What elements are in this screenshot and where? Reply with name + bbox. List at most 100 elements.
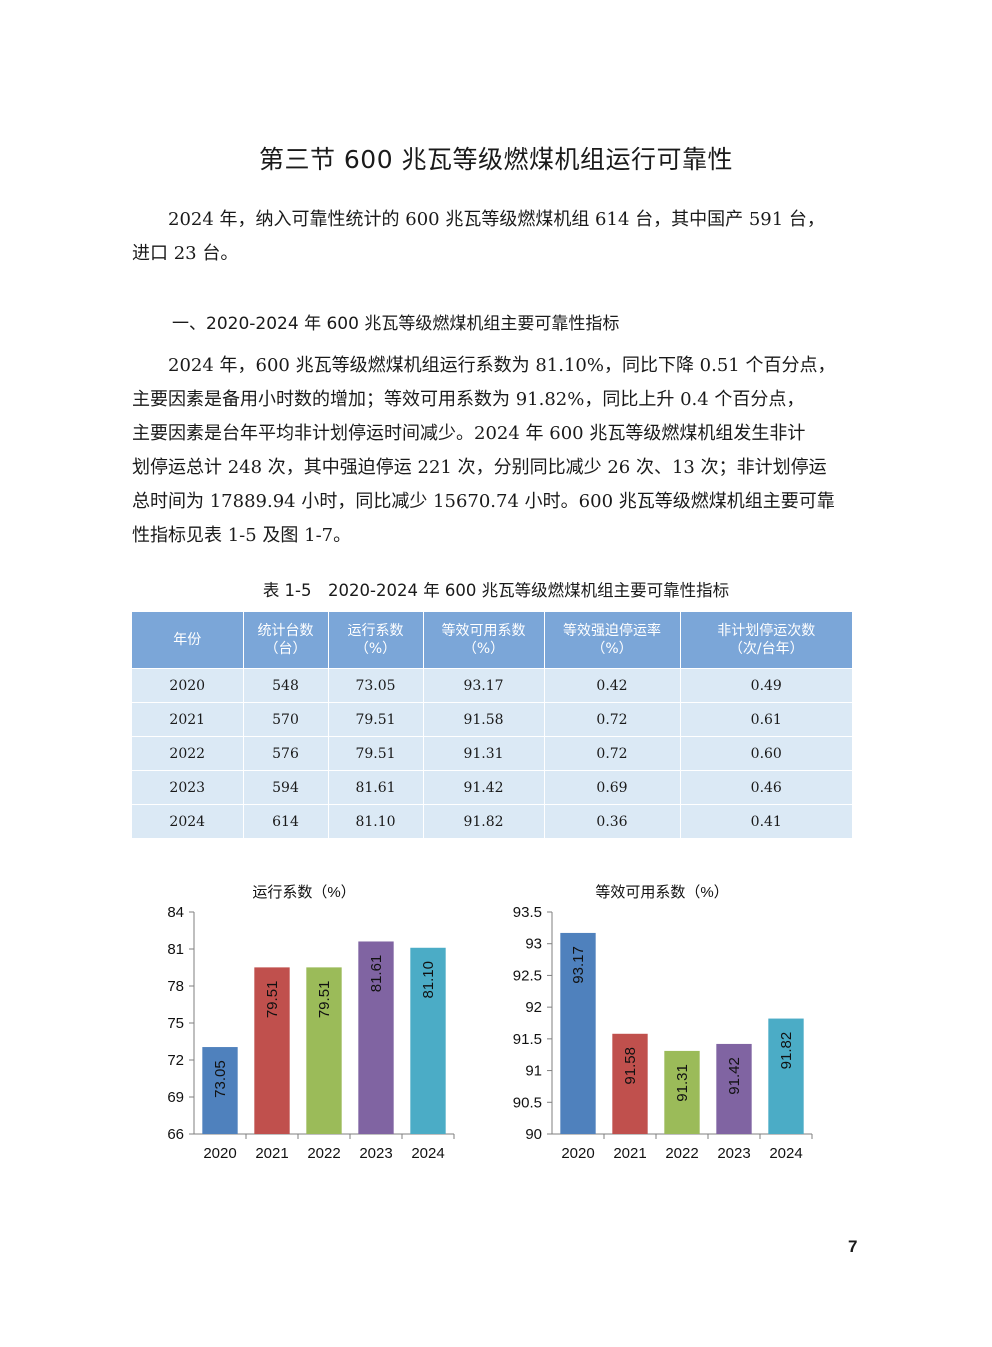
table-cell: 91.82 — [423, 804, 545, 838]
page-title: 第三节 600 兆瓦等级燃煤机组运行可靠性 — [258, 145, 734, 174]
equivalent-availability-chart: 等效可用系数（%） 93.5 93 92.5 92 91.5 91 90.5 90 93.17 20… — [490, 872, 830, 1172]
bar — [768, 1018, 804, 1134]
intro-line: 2024 年，纳入可靠性统计的 600 兆瓦等级燃煤机组 614 台，其中国产 … — [168, 209, 825, 230]
page-number: 7 — [848, 1237, 858, 1256]
table-cell: 0.49 — [680, 668, 852, 703]
data-label: 73.05 — [212, 1060, 229, 1098]
table-cell: 2023 — [132, 770, 244, 805]
table-cell: 0.46 — [680, 770, 852, 805]
y-tick-label: 93 — [525, 936, 542, 953]
x-tick-label: 2024 — [411, 1145, 444, 1162]
y-tick-label: 72 — [167, 1052, 184, 1069]
table-cell: 79.51 — [328, 736, 424, 771]
table-cell: 91.42 — [423, 770, 545, 805]
y-tick-label: 91.5 — [513, 1031, 542, 1048]
operating-factor-chart-svg: 运行系数（%） 84 81 78 75 72 69 66 73.05 2020 79.51 2021 7… — [167, 884, 455, 1162]
y-tick-label: 78 — [167, 978, 184, 995]
table-cell: 91.58 — [423, 702, 545, 737]
table-cell: 81.10 — [328, 804, 424, 838]
data-label: 79.51 — [264, 981, 281, 1019]
body-line: 划停运总计 248 次，其中强迫停运 221 次，分别同比减少 26 次、13 … — [132, 457, 827, 478]
table-cell: 0.69 — [544, 770, 681, 805]
y-tick-label: 81 — [167, 941, 184, 958]
chart-title: 运行系数（%） — [252, 884, 355, 901]
y-tick-label: 92 — [525, 999, 542, 1016]
bar — [254, 967, 290, 1134]
table-cell: 614 — [243, 804, 329, 838]
y-tick-label: 69 — [167, 1089, 184, 1106]
body-line: 主要因素是台年平均非计划停运时间减少。2024 年 600 兆瓦等级燃煤机组发生… — [132, 423, 806, 444]
x-tick-label: 2021 — [255, 1145, 288, 1162]
table-row: 2022 576 79.51 91.31 0.72 0.60 — [132, 736, 852, 771]
table-cell: 548 — [243, 668, 329, 703]
table-cell: 570 — [243, 702, 329, 737]
y-tick-label: 90.5 — [513, 1094, 542, 1111]
table-cell: 0.60 — [680, 736, 852, 771]
intro-paragraph: 2024 年，纳入可靠性统计的 600 兆瓦等级燃煤机组 614 台，其中国产 … — [132, 203, 860, 271]
body-line: 主要因素是备用小时数的增加；等效可用系数为 91.82%，同比上升 0.4 个百… — [132, 389, 805, 410]
table-cell: 2022 — [132, 736, 244, 771]
table-header-row: 年份 统计台数 （台） 运行系数 （%） 等效可用系数 （%） 等效强迫停运率 （%） … — [132, 612, 852, 669]
table-row: 2021 570 79.51 91.58 0.72 0.61 — [132, 702, 852, 737]
data-label: 81.61 — [368, 955, 385, 993]
body-line: 总时间为 17889.94 小时，同比减少 15670.74 小时。600 兆瓦… — [132, 491, 835, 512]
table-cell: 79.51 — [328, 702, 424, 737]
table-cell: 0.72 — [544, 702, 681, 737]
y-tick-label: 66 — [167, 1126, 184, 1143]
x-tick-label: 2021 — [613, 1145, 646, 1162]
table-cell: 93.17 — [423, 668, 545, 703]
x-tick-label: 2024 — [769, 1145, 802, 1162]
body-paragraph: 2024 年，600 兆瓦等级燃煤机组运行系数为 81.10%，同比下降 0.5… — [132, 349, 860, 553]
bar — [358, 941, 394, 1134]
header-year: 年份 — [132, 612, 244, 669]
data-label: 93.17 — [570, 946, 587, 984]
table-cell: 0.61 — [680, 702, 852, 737]
bar — [716, 1043, 752, 1134]
y-tick-label: 92.5 — [513, 967, 542, 984]
bar — [202, 1047, 238, 1134]
header-equivalent-availability: 等效可用系数 （%） — [423, 612, 545, 669]
y-tick-label: 90 — [525, 1126, 542, 1143]
data-label: 79.51 — [316, 981, 333, 1019]
header-unit-count: 统计台数 （台） — [243, 612, 329, 669]
table-row: 2023 594 81.61 91.42 0.69 0.46 — [132, 770, 852, 805]
table-cell: 594 — [243, 770, 329, 805]
x-tick-label: 2020 — [203, 1145, 236, 1162]
table-cell: 91.31 — [423, 736, 545, 771]
x-tick-label: 2023 — [717, 1145, 750, 1162]
table-caption: 表 1-5 2020-2024 年 600 兆瓦等级燃煤机组主要可靠性指标 — [262, 581, 730, 600]
table-cell: 0.42 — [544, 668, 681, 703]
section-heading: 一、2020-2024 年 600 兆瓦等级燃煤机组主要可靠性指标 — [172, 314, 620, 334]
bar — [612, 1033, 648, 1134]
body-line: 2024 年，600 兆瓦等级燃煤机组运行系数为 81.10%，同比下降 0.5… — [168, 355, 836, 376]
table-cell: 2020 — [132, 668, 244, 703]
operating-factor-chart: 运行系数（%） 84 81 78 75 72 69 66 73.05 2020 79.51 2021 7… — [132, 872, 472, 1172]
data-label: 91.31 — [674, 1064, 691, 1102]
table-cell: 576 — [243, 736, 329, 771]
y-tick-label: 84 — [167, 904, 184, 921]
table-cell: 0.36 — [544, 804, 681, 838]
data-label: 91.42 — [726, 1057, 743, 1095]
chart-title: 等效可用系数（%） — [595, 883, 728, 901]
reliability-table: 年份 统计台数 （台） 运行系数 （%） 等效可用系数 （%） 等效强迫停运率 （%） … — [132, 612, 852, 838]
data-label: 81.10 — [420, 961, 437, 999]
table-cell: 73.05 — [328, 668, 424, 703]
table-cell: 2021 — [132, 702, 244, 737]
table-cell: 2024 — [132, 804, 244, 838]
data-label: 91.82 — [778, 1032, 795, 1070]
y-tick-label: 75 — [167, 1015, 184, 1032]
header-forced-outage-rate: 等效强迫停运率 （%） — [544, 612, 681, 669]
bar — [664, 1050, 700, 1134]
x-tick-label: 2022 — [665, 1145, 698, 1162]
table-cell: 0.72 — [544, 736, 681, 771]
table-cell: 0.41 — [680, 804, 852, 838]
data-label: 91.58 — [622, 1047, 639, 1085]
x-tick-label: 2020 — [561, 1145, 594, 1162]
bar — [560, 932, 596, 1134]
x-tick-label: 2023 — [359, 1145, 392, 1162]
header-unplanned-outages: 非计划停运次数 （次/台年） — [680, 612, 852, 669]
table-row: 2024 614 81.10 91.82 0.36 0.41 — [132, 804, 852, 838]
y-tick-label: 93.5 — [513, 904, 542, 921]
table-row: 2020 548 73.05 93.17 0.42 0.49 — [132, 668, 852, 703]
header-operating-factor: 运行系数 （%） — [328, 612, 424, 669]
